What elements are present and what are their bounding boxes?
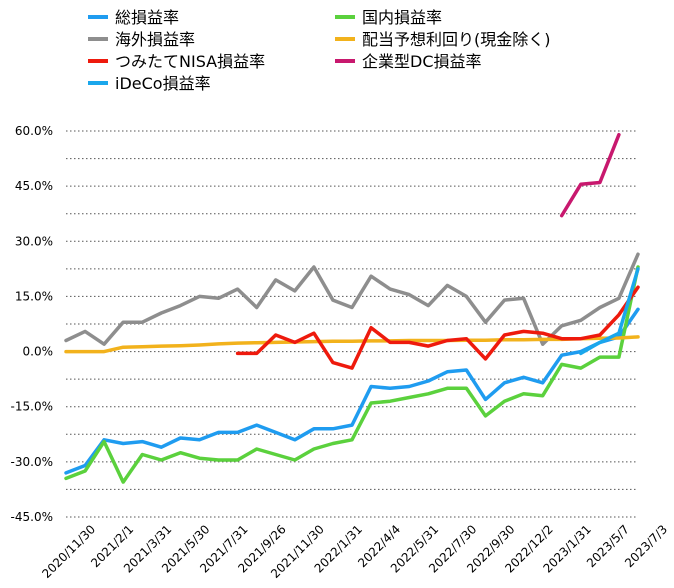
series-line [64,265,640,484]
series-line [235,285,640,370]
legend-label: iDeCo損益率 [115,74,211,93]
series-line [64,335,640,354]
y-tick-label: -30.0% [11,455,53,469]
x-tick-label: 2020/11/30 [39,522,98,581]
series-line [64,252,640,346]
legend-label: つみたてNISA損益率 [115,52,265,71]
y-tick-label: 15.0% [15,289,53,303]
series-line [64,307,640,475]
series-line [559,132,621,218]
gridlines [66,130,638,518]
legend-label: 配当予想利回り(現金除く) [362,30,551,49]
y-tick-label: 60.0% [15,124,53,138]
y-tick-label: 30.0% [15,234,53,248]
y-tick-label: 45.0% [15,179,53,193]
x-tick-label: 2023/7/3 [622,522,670,570]
series-line [579,267,640,356]
x-axis: 2020/11/302021/2/12021/3/312021/5/302021… [39,522,670,581]
series-lines [64,132,640,484]
legend-label: 総損益率 [115,8,179,27]
y-tick-label: 0.0% [23,345,54,359]
legend-label: 海外損益率 [115,30,195,49]
legend-label: 企業型DC損益率 [362,52,482,71]
legend-label: 国内損益率 [362,8,442,27]
y-tick-label: -45.0% [11,510,53,524]
y-tick-label: -15.0% [11,400,53,414]
y-axis: 60.0% 45.0% 30.0% 15.0% 0.0% -15.0% -30.0% -45.… [11,124,53,524]
